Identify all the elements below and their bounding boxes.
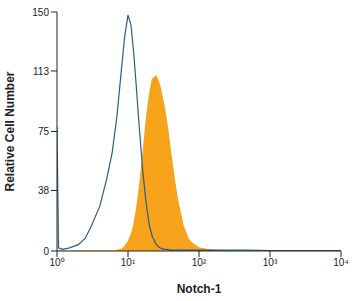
svg-text:75: 75 xyxy=(38,126,50,137)
svg-text:113: 113 xyxy=(33,66,49,77)
svg-text:38: 38 xyxy=(38,185,50,196)
svg-text:10¹: 10¹ xyxy=(121,257,136,268)
svg-text:Relative Cell Number: Relative Cell Number xyxy=(8,71,17,191)
svg-text:10⁰: 10⁰ xyxy=(49,257,64,268)
svg-text:10²: 10² xyxy=(192,257,207,268)
svg-text:150: 150 xyxy=(32,7,49,18)
svg-text:10³: 10³ xyxy=(263,257,278,268)
svg-text:0: 0 xyxy=(43,246,49,257)
svg-text:10⁴: 10⁴ xyxy=(333,257,345,268)
svg-text:Notch-1: Notch-1 xyxy=(177,282,222,296)
